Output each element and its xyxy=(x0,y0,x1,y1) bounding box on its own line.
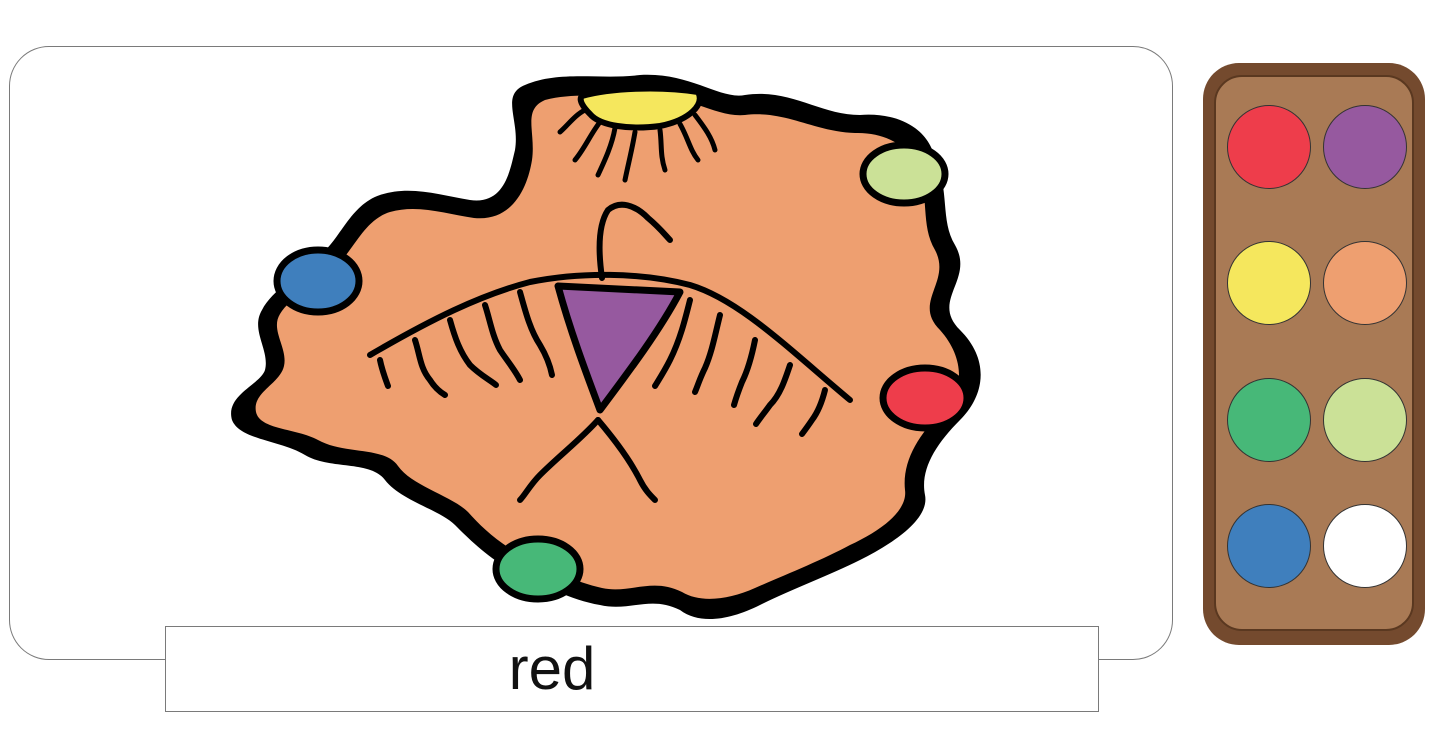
region-top-right[interactable] xyxy=(859,141,949,207)
bird-lines xyxy=(367,201,853,503)
color-palette xyxy=(1203,63,1425,645)
swatch-green[interactable] xyxy=(1227,378,1311,462)
swatch-purple[interactable] xyxy=(1323,105,1407,189)
swatch-yellow[interactable] xyxy=(1227,241,1311,325)
color-word-box: red xyxy=(165,626,1099,712)
swatch-white[interactable] xyxy=(1323,504,1407,588)
bird-body[interactable] xyxy=(554,282,684,414)
region-right[interactable] xyxy=(879,364,971,432)
palette-tray xyxy=(1214,75,1414,631)
sun-rays xyxy=(557,107,718,183)
region-bottom[interactable] xyxy=(492,535,584,603)
color-word: red xyxy=(508,635,596,702)
swatch-red[interactable] xyxy=(1227,105,1311,189)
swatch-orange[interactable] xyxy=(1323,241,1407,325)
swatch-blue[interactable] xyxy=(1227,504,1311,588)
region-left[interactable] xyxy=(273,246,363,316)
swatch-light-green[interactable] xyxy=(1323,378,1407,462)
